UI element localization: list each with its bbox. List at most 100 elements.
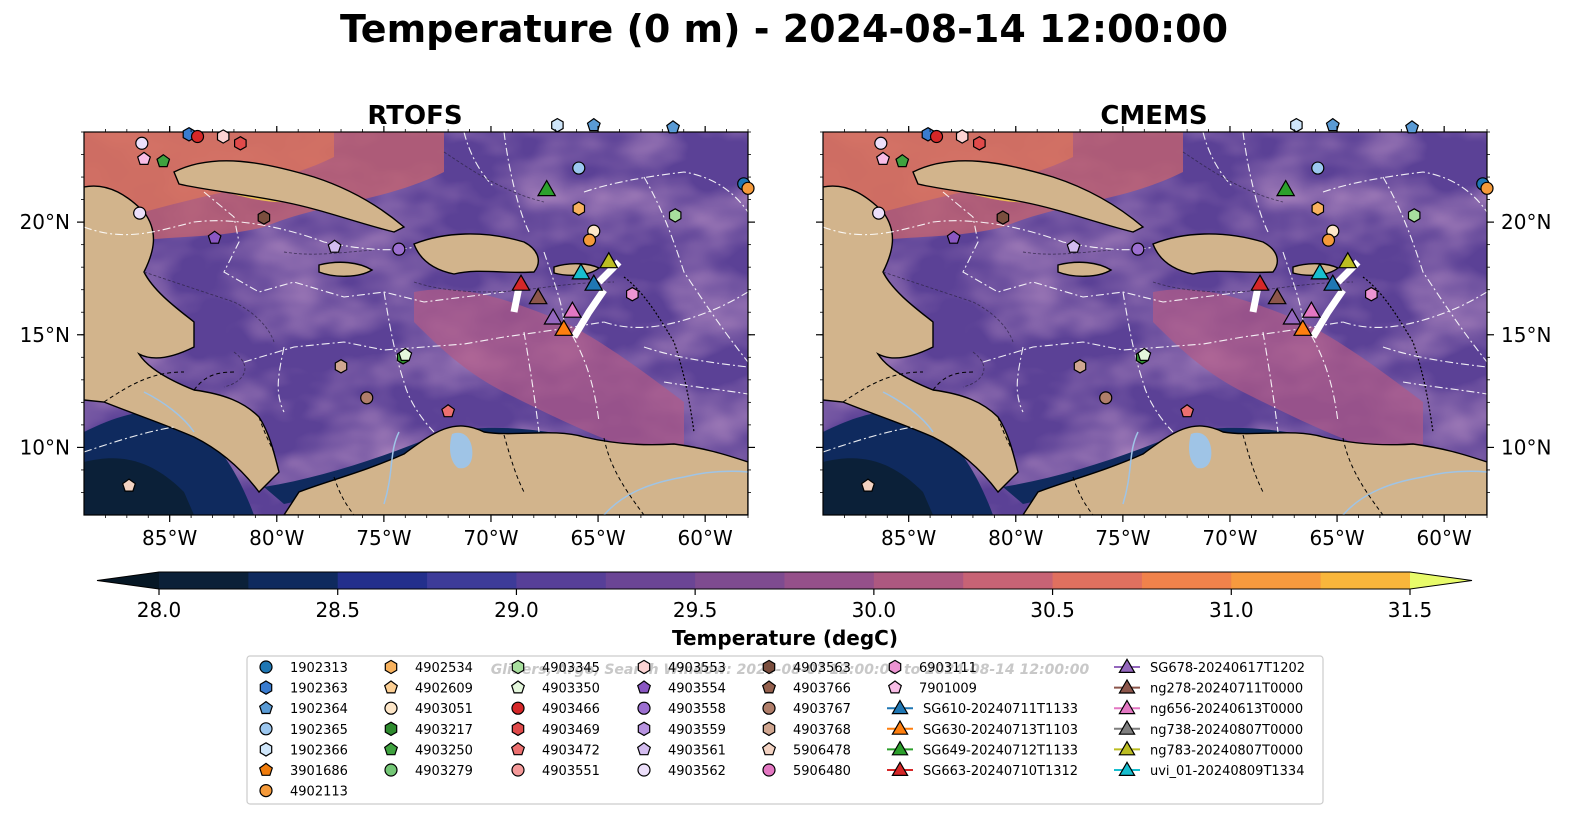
float-marker-4903469 <box>973 136 986 151</box>
float-marker-4903562 <box>135 136 149 150</box>
colorbar: 28.0 28.5 29.0 29.5 30.0 30.5 31.0 31.5 <box>96 571 1473 622</box>
legend-marker <box>762 763 776 777</box>
legend-label: 4903279 <box>415 764 473 779</box>
legend-label: ng278-20240711T0000 <box>1150 682 1303 697</box>
lon-tick-label: 85°W <box>881 526 936 550</box>
legend-label: 7901009 <box>919 682 977 697</box>
legend-marker <box>259 722 273 736</box>
legend-label: SG663-20240710T1312 <box>923 764 1078 779</box>
legend-label: 4903551 <box>542 764 600 779</box>
legend-label: 4903558 <box>668 702 726 717</box>
lat-tick-label: 20°N <box>20 210 70 234</box>
float-marker-4903250 <box>156 153 171 168</box>
legend-label: 4903472 <box>542 743 600 758</box>
marker-layer-rtofs <box>121 117 755 492</box>
legend-label: 4903562 <box>668 764 726 779</box>
legend-marker <box>761 742 777 756</box>
colorbar-tick-label: 31.5 <box>1388 598 1433 622</box>
colorbar-bin <box>427 572 517 589</box>
panel-frame-rtofs <box>83 131 749 516</box>
lon-tick-label: 85°W <box>142 526 197 550</box>
lon-tick-label: 75°W <box>1095 526 1150 550</box>
legend-marker <box>636 742 652 756</box>
glider-marker-uvi_01-20240809T1334 <box>1310 262 1330 280</box>
legend-label: 1902364 <box>290 702 348 717</box>
float-marker-1902366 <box>551 117 564 133</box>
colorbar-tick-label: 31.0 <box>1209 598 1254 622</box>
legend-label: 4903563 <box>793 661 851 676</box>
legend-label: 4903469 <box>542 723 600 738</box>
legend-label: 4902609 <box>415 682 473 697</box>
glider-marker-ng783-20240807T0000 <box>599 251 619 269</box>
colorbar-bin <box>873 572 964 589</box>
legend-marker <box>762 659 776 675</box>
panel-title-rtofs: RTOFS <box>367 101 462 131</box>
legend-marker <box>511 721 525 737</box>
legend-marker <box>1118 740 1136 756</box>
float-marker-1902364 <box>1325 117 1340 132</box>
lat-tick-label: 15°N <box>1501 323 1551 347</box>
legend-marker <box>1118 699 1136 715</box>
glider-marker-ng278-20240711T0000 <box>1267 287 1287 305</box>
float-marker-4903472 <box>441 404 456 418</box>
float-marker-5906478 <box>121 478 137 492</box>
legend-marker <box>1118 678 1136 694</box>
float-marker-1902364 <box>1405 120 1420 134</box>
colorbar-label: Temperature (degC) <box>672 626 898 650</box>
float-marker-4903562 <box>872 206 886 220</box>
float-marker-4903350 <box>1137 347 1152 361</box>
colorbar-bin <box>159 572 249 589</box>
legend-label: ng656-20240613T0000 <box>1150 702 1303 717</box>
legend-label: 1902363 <box>290 682 348 697</box>
legend-label: 4903345 <box>542 661 600 676</box>
legend-label: 4902534 <box>415 661 473 676</box>
legend-marker <box>637 701 651 715</box>
glider-marker-SG630-20240713T1103 <box>1293 319 1313 336</box>
legend-marker <box>888 659 902 675</box>
colorbar-tick-label: 29.5 <box>673 598 718 622</box>
float-marker-4902113 <box>741 181 755 195</box>
lon-tick-label: 65°W <box>1309 526 1364 550</box>
float-marker-1902365 <box>572 161 586 175</box>
legend-marker <box>259 783 273 798</box>
float-marker-4903345 <box>1407 208 1421 223</box>
float-marker-4903561 <box>327 239 342 253</box>
glider-marker-uvi_01-20240809T1334 <box>571 262 591 280</box>
lon-tick-label: 65°W <box>570 526 625 550</box>
legend-marker <box>259 680 273 695</box>
colorbar-tick-label: 28.0 <box>137 598 182 622</box>
colorbar-bin <box>248 572 339 589</box>
legend-marker <box>637 721 651 737</box>
legend-marker <box>384 701 398 715</box>
glider-marker-ng783-20240807T0000 <box>1338 251 1358 269</box>
float-marker-4903558 <box>1131 242 1145 256</box>
glider-marker-SG630-20240713T1103 <box>554 319 574 336</box>
lon-tick-label: 75°W <box>356 526 411 550</box>
glider-marker-SG610-20240711T1133 <box>584 273 604 291</box>
legend-marker <box>891 699 909 715</box>
colorbar-bin <box>1141 572 1232 589</box>
legend-marker <box>1118 658 1136 673</box>
float-marker-7901009 <box>875 151 891 165</box>
legend-label: SG630-20240713T1103 <box>923 723 1078 738</box>
legend-label: 3901686 <box>290 764 348 779</box>
legend-label: uvi_01-20240809T1334 <box>1150 764 1304 779</box>
legend-label: 1902313 <box>290 661 348 676</box>
legend-label: 4903553 <box>668 661 726 676</box>
colorbar-bin <box>1320 572 1411 589</box>
legend-marker <box>258 700 274 715</box>
legend-marker <box>761 680 777 694</box>
colorbar-tick-label: 30.0 <box>852 598 897 622</box>
float-marker-4903767 <box>360 391 374 405</box>
legend-marker <box>511 701 525 715</box>
colorbar-tick-label: 28.5 <box>315 598 360 622</box>
legend-marker <box>259 742 273 757</box>
legend-label: SG678-20240617T1202 <box>1150 661 1305 676</box>
float-marker-4903466 <box>190 129 205 144</box>
legend-label: 1902366 <box>290 743 348 758</box>
float-marker-4903768 <box>334 359 348 374</box>
float-marker-5906478 <box>860 478 876 492</box>
colorbar-extend-high <box>1410 572 1472 589</box>
legend-marker <box>511 659 525 675</box>
float-marker-4903553 <box>955 129 969 144</box>
